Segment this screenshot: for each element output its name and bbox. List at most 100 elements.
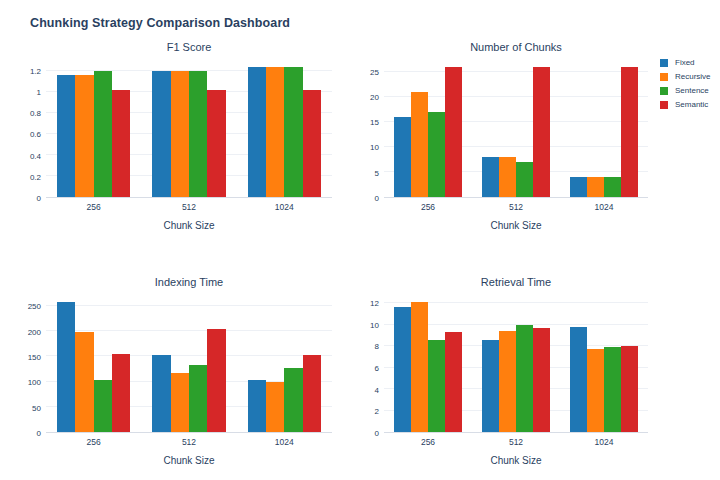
bar-semantic-512 bbox=[533, 328, 550, 432]
bar-recursive-512 bbox=[171, 71, 189, 197]
bar-recursive-512 bbox=[499, 157, 516, 197]
bar-recursive-1024 bbox=[266, 382, 284, 432]
chart-number-of-chunks: Number of Chunks05101520252565121024Chun… bbox=[358, 38, 648, 243]
y-tick-label: 10 bbox=[370, 143, 379, 152]
bars-layer bbox=[384, 295, 648, 432]
x-tick-label: 1024 bbox=[560, 198, 648, 213]
bar-group bbox=[57, 295, 130, 432]
category-slot bbox=[384, 295, 472, 432]
category-slot bbox=[472, 295, 560, 432]
y-tick-label: 0 bbox=[375, 429, 379, 438]
y-tick-label: 0 bbox=[375, 194, 379, 203]
bar-semantic-512 bbox=[533, 67, 550, 197]
legend-label: Sentence bbox=[675, 86, 709, 95]
bar-group bbox=[570, 295, 638, 432]
bar-fixed-512 bbox=[482, 157, 499, 197]
x-axis-title: Chunk Size bbox=[358, 455, 648, 466]
x-axis: 2565121024 bbox=[20, 433, 332, 448]
bar-recursive-512 bbox=[499, 331, 516, 432]
bar-group bbox=[152, 295, 225, 432]
bar-group bbox=[394, 60, 462, 197]
y-tick-label: 4 bbox=[375, 385, 379, 394]
legend-swatch-recursive bbox=[660, 73, 668, 81]
y-tick-label: 6 bbox=[375, 364, 379, 373]
dashboard: Chunking Strategy Comparison Dashboard F… bbox=[0, 0, 720, 480]
bar-semantic-256 bbox=[112, 90, 130, 197]
plot-body: 0510152025 bbox=[358, 60, 648, 198]
bar-sentence-512 bbox=[516, 162, 533, 197]
bar-semantic-1024 bbox=[621, 67, 638, 197]
y-tick-label: 250 bbox=[28, 302, 41, 311]
y-tick-label: 2 bbox=[375, 407, 379, 416]
bar-fixed-256 bbox=[394, 307, 411, 432]
legend-label: Fixed bbox=[675, 58, 695, 67]
x-tick-label: 256 bbox=[46, 198, 141, 213]
x-tick-label: 1024 bbox=[237, 198, 332, 213]
y-tick-label: 12 bbox=[370, 299, 379, 308]
bars-layer bbox=[384, 60, 648, 197]
bar-semantic-512 bbox=[207, 90, 225, 197]
legend-item-fixed: Fixed bbox=[660, 58, 711, 67]
chart-title: F1 Score bbox=[20, 38, 332, 60]
y-tick-label: 0 bbox=[37, 194, 41, 203]
category-slot bbox=[560, 60, 648, 197]
category-slot bbox=[384, 60, 472, 197]
bar-sentence-256 bbox=[94, 71, 112, 197]
bar-semantic-256 bbox=[112, 354, 130, 432]
bar-group bbox=[482, 295, 550, 432]
category-slot bbox=[472, 60, 560, 197]
y-axis: 024681012 bbox=[358, 295, 384, 433]
x-axis: 2565121024 bbox=[20, 198, 332, 213]
bar-sentence-256 bbox=[428, 112, 445, 197]
y-tick-label: 0.6 bbox=[30, 130, 41, 139]
bar-semantic-1024 bbox=[303, 355, 321, 432]
bar-fixed-1024 bbox=[570, 177, 587, 197]
y-tick-label: 150 bbox=[28, 352, 41, 361]
bar-group bbox=[57, 60, 130, 197]
y-tick-label: 0 bbox=[37, 429, 41, 438]
x-tick-label: 512 bbox=[472, 198, 560, 213]
legend-item-recursive: Recursive bbox=[660, 72, 711, 81]
category-slot bbox=[237, 60, 332, 197]
bars-layer bbox=[46, 60, 332, 197]
bar-sentence-1024 bbox=[284, 368, 302, 432]
chart-title: Indexing Time bbox=[20, 273, 332, 295]
bar-fixed-256 bbox=[57, 302, 75, 432]
y-tick-label: 0.8 bbox=[30, 109, 41, 118]
y-tick-label: 20 bbox=[370, 92, 379, 101]
bar-group bbox=[482, 60, 550, 197]
bar-semantic-256 bbox=[445, 67, 462, 197]
y-tick-label: 15 bbox=[370, 118, 379, 127]
bar-sentence-256 bbox=[94, 380, 112, 432]
y-axis: 00.20.40.60.811.2 bbox=[20, 60, 46, 198]
y-tick-label: 10 bbox=[370, 320, 379, 329]
bar-recursive-1024 bbox=[587, 177, 604, 197]
y-tick-label: 100 bbox=[28, 378, 41, 387]
bar-sentence-512 bbox=[189, 71, 207, 197]
x-tick-label: 512 bbox=[141, 433, 236, 448]
chart-indexing-time: Indexing Time0501001502002502565121024Ch… bbox=[20, 273, 332, 478]
bars-layer bbox=[46, 295, 332, 432]
bar-semantic-1024 bbox=[303, 90, 321, 197]
bar-fixed-1024 bbox=[248, 67, 266, 197]
y-tick-label: 50 bbox=[32, 403, 41, 412]
category-slot bbox=[46, 295, 141, 432]
chart-title: Retrieval Time bbox=[358, 273, 648, 295]
bar-sentence-1024 bbox=[604, 347, 621, 432]
plot-body: 024681012 bbox=[358, 295, 648, 433]
legend-label: Recursive bbox=[675, 72, 711, 81]
plot-area bbox=[384, 295, 648, 433]
category-slot bbox=[237, 295, 332, 432]
legend-swatch-fixed bbox=[660, 59, 668, 67]
dashboard-title: Chunking Strategy Comparison Dashboard bbox=[30, 16, 290, 30]
bar-recursive-1024 bbox=[587, 349, 604, 432]
x-axis: 2565121024 bbox=[358, 433, 648, 448]
bar-recursive-256 bbox=[75, 332, 93, 432]
legend-item-sentence: Sentence bbox=[660, 86, 711, 95]
x-tick-label: 512 bbox=[141, 198, 236, 213]
y-tick-label: 1 bbox=[37, 87, 41, 96]
bar-sentence-256 bbox=[428, 340, 445, 432]
plot-area bbox=[46, 60, 332, 198]
x-axis-title: Chunk Size bbox=[20, 455, 332, 466]
y-tick-label: 0.4 bbox=[30, 151, 41, 160]
